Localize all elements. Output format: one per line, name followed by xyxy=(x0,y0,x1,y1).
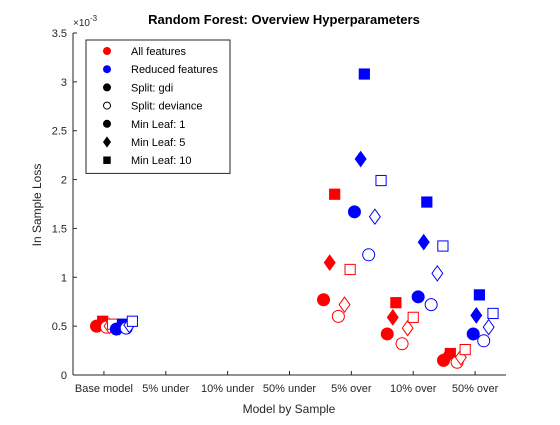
data-point-all-gdi-leaf10 xyxy=(329,188,341,200)
data-point-reduced-gdi-leaf5 xyxy=(470,307,483,324)
x-tick-label: 5% over xyxy=(331,383,372,395)
data-point-all-deviance-leaf10 xyxy=(459,343,471,356)
axes xyxy=(72,32,506,376)
legend-label: Reduced features xyxy=(131,64,218,76)
data-point-reduced-gdi-leaf10 xyxy=(421,196,433,208)
data-point-reduced-gdi-leaf5 xyxy=(417,233,430,251)
data-point-reduced-deviance-leaf10 xyxy=(375,174,387,187)
y-tick-label: 0 xyxy=(61,370,67,382)
x-axis-label: Model by Sample xyxy=(243,402,336,416)
legend-label: Min Leaf: 5 xyxy=(131,137,185,149)
data-point-reduced-deviance-leaf10 xyxy=(437,240,449,252)
y-tick-label: 0.5 xyxy=(52,321,67,333)
y-tick-label: 3 xyxy=(61,77,67,89)
y-axis-exponent: ×10-3 xyxy=(73,14,98,29)
y-tick-label: 1.5 xyxy=(52,223,67,235)
data-point-all-gdi-leaf10 xyxy=(390,297,402,309)
y-tick-label: 3.5 xyxy=(52,28,67,40)
data-point-all-deviance-leaf10 xyxy=(407,311,419,323)
data-point-all-deviance-leaf5 xyxy=(401,319,414,337)
legend-marker xyxy=(103,83,111,92)
x-tick-label: 50% under xyxy=(263,383,317,395)
legend: All features Reduced features Split: gdi Sp… xyxy=(85,39,231,174)
y-axis-label: In Sample Loss xyxy=(30,164,44,247)
data-point-all-deviance-leaf1 xyxy=(331,309,345,323)
x-tick-label: 10% under xyxy=(201,383,255,395)
legend-marker xyxy=(103,101,111,110)
legend-label: Split: deviance xyxy=(131,101,203,113)
data-points xyxy=(90,68,499,369)
y-tick-label: 2.5 xyxy=(52,126,67,138)
y-exponent-power: -3 xyxy=(90,14,98,23)
data-point-all-deviance-leaf5 xyxy=(338,296,351,314)
data-point-all-deviance-leaf10 xyxy=(344,263,356,276)
svg-text:×10-3: ×10-3 xyxy=(73,14,98,29)
data-point-all-deviance-leaf1 xyxy=(395,337,409,351)
legend-label: Min Leaf: 10 xyxy=(131,155,192,167)
data-point-all-gdi-leaf10 xyxy=(444,347,456,360)
legend-label: All features xyxy=(131,46,187,58)
data-point-all-gdi-leaf1 xyxy=(380,327,394,341)
legend-marker xyxy=(103,156,111,164)
data-point-reduced-gdi-leaf10 xyxy=(473,289,486,301)
data-point-reduced-deviance-leaf5 xyxy=(482,318,495,336)
data-point-all-gdi-leaf5 xyxy=(386,308,399,326)
legend-marker xyxy=(102,136,112,148)
y-tick-label: 1 xyxy=(61,272,67,284)
chart-title: Random Forest: Overview Hyperparameters xyxy=(148,12,420,27)
legend-marker xyxy=(103,65,111,74)
legend-label: Split: gdi xyxy=(131,82,173,94)
x-tick-labels: Base model 5% under 10% under 50% under 5% o… xyxy=(75,383,499,395)
y-exponent-base: ×10 xyxy=(73,18,90,29)
data-point-all-gdi-leaf5 xyxy=(323,254,336,271)
data-point-reduced-gdi-leaf1 xyxy=(411,290,425,304)
y-tick-labels: 0 0.5 1 1.5 2 2.5 3 3.5 xyxy=(52,28,67,382)
data-point-reduced-deviance-leaf1 xyxy=(477,334,491,348)
x-tick-label: 5% under xyxy=(142,383,189,395)
legend-label: Min Leaf: 1 xyxy=(131,119,185,131)
data-point-reduced-deviance-leaf5 xyxy=(431,265,444,282)
legend-marker xyxy=(103,47,111,55)
data-point-reduced-deviance-leaf10 xyxy=(126,315,138,327)
data-point-all-gdi-leaf1 xyxy=(317,293,331,307)
x-tick-label: Base model xyxy=(75,383,133,395)
data-point-reduced-gdi-leaf1 xyxy=(466,327,480,341)
data-point-reduced-gdi-leaf10 xyxy=(358,68,370,80)
legend-marker xyxy=(103,119,111,128)
data-point-reduced-deviance-leaf1 xyxy=(424,298,438,312)
data-point-reduced-deviance-leaf10 xyxy=(487,307,499,320)
x-tick-label: 50% over xyxy=(452,383,499,395)
data-point-reduced-deviance-leaf1 xyxy=(362,248,376,262)
data-point-reduced-deviance-leaf5 xyxy=(368,208,381,226)
x-tick-label: 10% over xyxy=(390,383,437,395)
data-point-reduced-gdi-leaf5 xyxy=(354,150,367,168)
data-point-reduced-gdi-leaf1 xyxy=(347,205,361,219)
y-tick-label: 2 xyxy=(61,175,67,187)
